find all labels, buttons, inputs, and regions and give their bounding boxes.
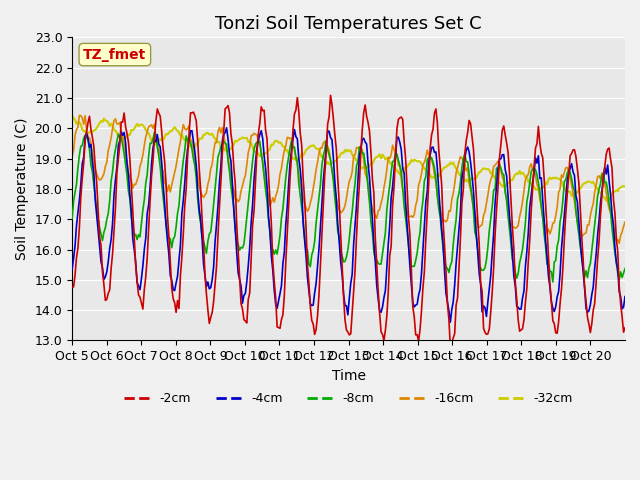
Text: TZ_fmet: TZ_fmet: [83, 48, 147, 61]
Title: Tonzi Soil Temperatures Set C: Tonzi Soil Temperatures Set C: [215, 15, 482, 33]
Legend: -2cm, -4cm, -8cm, -16cm, -32cm: -2cm, -4cm, -8cm, -16cm, -32cm: [120, 387, 578, 410]
X-axis label: Time: Time: [332, 369, 365, 383]
Y-axis label: Soil Temperature (C): Soil Temperature (C): [15, 118, 29, 260]
